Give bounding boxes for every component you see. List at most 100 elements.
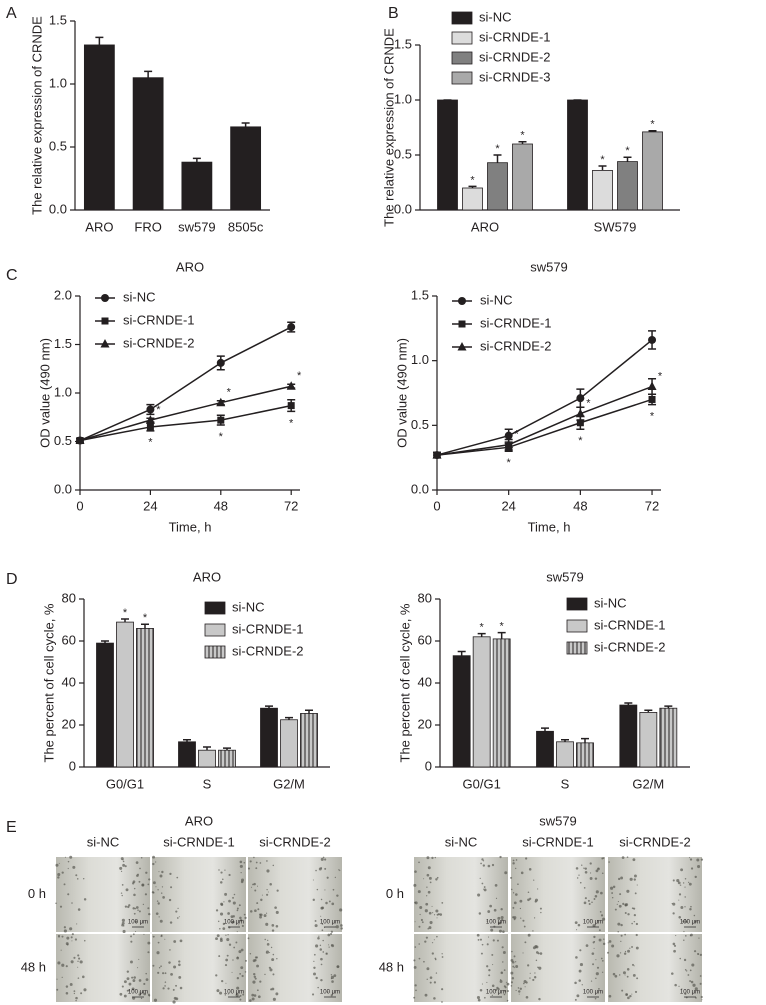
cell — [592, 924, 596, 928]
bar — [462, 187, 483, 211]
cell — [627, 913, 630, 916]
cell — [219, 991, 223, 995]
cell — [137, 909, 139, 911]
cell — [616, 954, 620, 958]
cell — [126, 989, 129, 992]
cell — [339, 908, 343, 912]
cell — [259, 980, 262, 983]
cell — [316, 888, 319, 891]
marker — [287, 323, 296, 332]
cell — [145, 871, 148, 874]
cell — [71, 902, 73, 904]
cell — [487, 910, 491, 913]
legend-label: si-CRNDE-2 — [480, 338, 552, 353]
x-tick-label: 0 — [76, 498, 83, 513]
cell — [164, 938, 166, 940]
cell — [259, 915, 262, 919]
cell — [264, 938, 266, 941]
chart-title: ARO — [176, 259, 204, 274]
cell — [591, 901, 593, 904]
line — [79, 326, 292, 442]
cell — [236, 976, 240, 980]
cell — [241, 974, 244, 978]
cell — [502, 930, 505, 933]
cell — [57, 876, 60, 879]
cell — [512, 965, 515, 968]
cell — [175, 984, 178, 987]
cell — [327, 933, 331, 937]
cell — [517, 883, 519, 886]
cell — [603, 938, 605, 940]
cell — [244, 959, 247, 962]
cell — [593, 935, 596, 939]
cell — [315, 976, 318, 980]
cell — [82, 975, 85, 979]
cell — [673, 944, 677, 947]
chart-title: sw579 — [530, 259, 568, 274]
cell — [678, 915, 681, 919]
cell — [683, 930, 685, 933]
cell — [219, 927, 221, 930]
cell — [629, 994, 632, 998]
cell — [510, 971, 514, 975]
cell — [527, 891, 530, 894]
cell — [147, 907, 150, 910]
cell — [482, 860, 485, 862]
cell — [162, 972, 165, 975]
cell — [535, 951, 539, 954]
marker — [648, 395, 656, 403]
cell — [61, 935, 64, 938]
cell — [152, 935, 155, 938]
bar — [617, 161, 638, 211]
cell — [157, 889, 159, 891]
cell — [672, 902, 676, 906]
significance: * — [520, 130, 525, 142]
legend-label: si-CRNDE-1 — [232, 621, 304, 636]
cell — [84, 939, 86, 942]
cell — [414, 870, 417, 873]
cell — [431, 856, 434, 860]
cell — [156, 900, 159, 902]
cell — [59, 905, 63, 908]
cell — [225, 958, 229, 962]
cell — [249, 860, 252, 863]
cell — [524, 941, 527, 944]
cell — [480, 862, 482, 865]
cell — [124, 905, 128, 908]
cell — [261, 894, 263, 896]
y-tick-label: 40 — [418, 674, 432, 689]
cell — [153, 998, 158, 1002]
y-tick-label: 0.0 — [49, 201, 67, 216]
cell — [429, 881, 432, 884]
micrograph — [511, 857, 605, 932]
cell — [319, 944, 322, 947]
column-label: si-CRNDE-1 — [163, 834, 235, 849]
cell — [698, 937, 700, 939]
cell — [179, 939, 183, 943]
cell — [133, 887, 136, 890]
cell — [252, 980, 256, 984]
error-bar — [497, 631, 506, 639]
cell — [608, 940, 612, 943]
cell — [232, 896, 234, 899]
cell — [266, 943, 270, 946]
cell — [77, 908, 81, 911]
cell — [433, 939, 435, 941]
cell — [127, 905, 130, 909]
micrograph — [414, 857, 508, 932]
cell — [636, 977, 639, 980]
cell — [222, 922, 225, 925]
cell — [232, 901, 236, 905]
cell — [513, 967, 516, 969]
legend-swatch — [566, 597, 588, 611]
cell — [219, 912, 224, 916]
cell — [634, 874, 637, 878]
cell — [523, 982, 525, 985]
cell — [173, 940, 177, 943]
x-tick-label: 48 — [214, 498, 228, 513]
cell — [255, 861, 258, 864]
cell — [162, 896, 165, 899]
cell — [522, 919, 525, 922]
cell — [579, 949, 582, 952]
cell — [224, 869, 226, 871]
